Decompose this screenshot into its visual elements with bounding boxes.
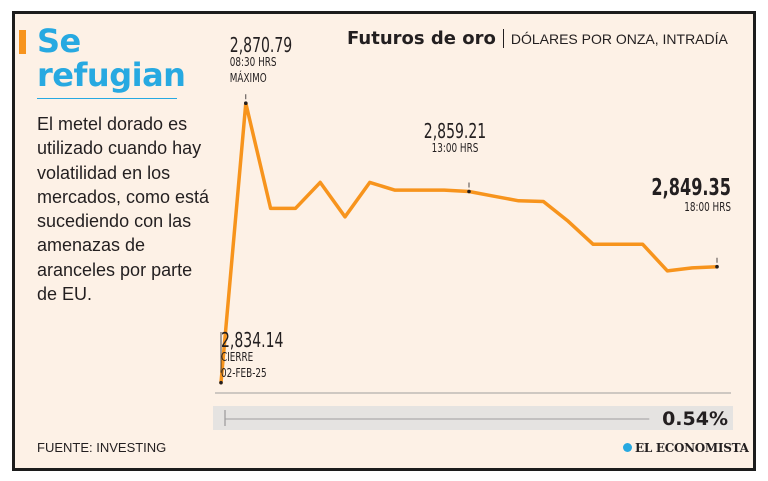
change-bar-track <box>213 406 733 430</box>
annotation-label: 02-FEB-25 <box>221 366 267 380</box>
data-point <box>517 199 520 203</box>
annotation-label: 13:00 HRS <box>432 141 479 155</box>
data-point <box>641 242 644 246</box>
globe-icon <box>623 443 632 452</box>
data-point <box>368 181 372 184</box>
chart-subtitle: DÓLARES POR ONZA, INTRADÍA <box>510 31 728 47</box>
data-point <box>294 206 297 210</box>
data-point <box>690 266 694 270</box>
chart-title: Futuros de oro DÓLARES POR ONZA, INTRADÍA <box>347 28 728 49</box>
data-point <box>492 194 496 198</box>
data-point <box>318 181 322 184</box>
annotation-value: 2,849.35 <box>651 174 731 201</box>
data-point <box>343 215 347 219</box>
annotation-marker <box>244 101 248 106</box>
data-point <box>269 206 272 210</box>
infographic-frame: Se refugian El metel dorado es utilizado… <box>12 11 756 471</box>
description-text: El metel dorado es utilizado cuando hay … <box>37 114 210 305</box>
title-separator <box>502 29 504 48</box>
annotation-label: MÁXIMO <box>230 71 267 85</box>
data-point <box>418 188 421 192</box>
source-note: FUENTE: INVESTING <box>37 440 167 455</box>
annotation-marker <box>467 189 471 194</box>
data-point <box>616 242 620 246</box>
annotation-marker <box>715 264 719 269</box>
data-point <box>591 242 595 246</box>
annotation-marker <box>219 380 223 385</box>
data-point <box>566 219 570 223</box>
publisher-logo: EL ECONOMISTA <box>623 439 749 457</box>
annotation-label: CIERRE <box>221 350 253 364</box>
accent-bar <box>19 30 26 54</box>
headline: Se refugian <box>37 22 186 94</box>
annotation-value: 2,859.21 <box>424 120 486 143</box>
change-value: 0.54% <box>662 408 728 430</box>
annotation-value: 2,870.79 <box>230 34 292 57</box>
data-point <box>442 188 446 192</box>
data-point <box>542 200 545 203</box>
annotation-value: 2,834.14 <box>221 329 283 352</box>
data-point <box>393 188 396 192</box>
annotation-label: 08:30 HRS <box>230 55 277 69</box>
chart-title-main: Futuros de oro <box>347 28 496 49</box>
headline-underline <box>37 98 177 99</box>
annotation-label: 18:00 HRS <box>684 200 731 214</box>
publisher-name: EL ECONOMISTA <box>635 441 749 455</box>
data-point <box>666 269 669 273</box>
